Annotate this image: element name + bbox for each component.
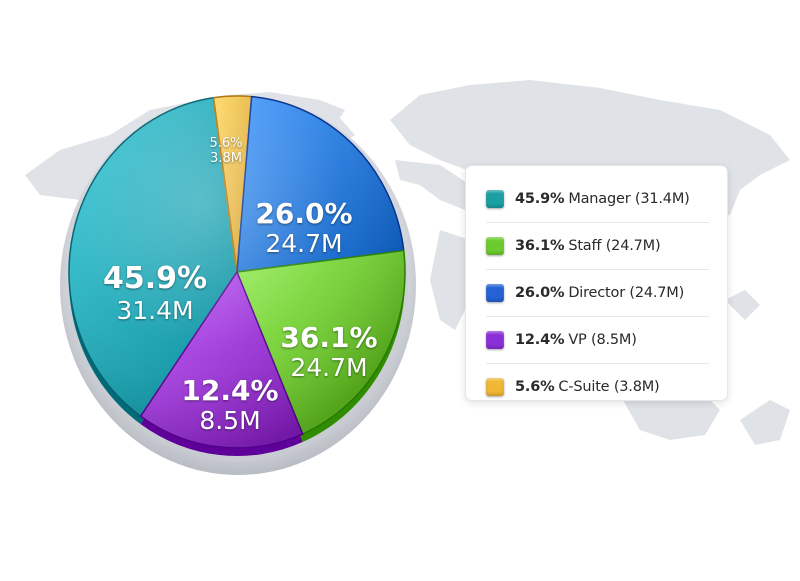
legend-item-director: 26.0% Director (24.7M): [486, 270, 709, 317]
slice-percent: 12.4%: [181, 374, 279, 407]
chart-legend: 45.9% Manager (31.4M) 36.1% Staff (24.7M…: [465, 165, 728, 401]
legend-swatch-c-suite: [486, 378, 504, 396]
slice-value: 24.7M: [265, 229, 343, 259]
slice-percent: 45.9%: [102, 261, 208, 296]
slice-label-c-suite: 5.6% 3.8M: [166, 136, 286, 167]
slice-value: 8.5M: [199, 406, 261, 436]
slice-percent: 26.0%: [255, 197, 353, 230]
slice-label-staff: 36.1% 24.7M: [269, 321, 389, 383]
legend-swatch-director: [486, 284, 504, 302]
legend-label: C-Suite (3.8M): [558, 379, 660, 395]
legend-label: Manager (31.4M): [568, 191, 690, 207]
slice-label-vp: 12.4% 8.5M: [170, 374, 290, 436]
legend-percent: 36.1%: [515, 238, 565, 254]
legend-percent: 12.4%: [515, 332, 565, 348]
legend-percent: 45.9%: [515, 191, 565, 207]
slice-label-director: 26.0% 24.7M: [244, 197, 364, 259]
legend-label: Director (24.7M): [568, 285, 685, 301]
legend-swatch-manager: [486, 190, 504, 208]
legend-percent: 5.6%: [515, 379, 555, 395]
slice-percent: 36.1%: [280, 321, 378, 354]
slice-value: 3.8M: [210, 150, 242, 166]
slice-value: 31.4M: [116, 295, 194, 325]
legend-item-manager: 45.9% Manager (31.4M): [486, 176, 709, 223]
legend-swatch-staff: [486, 237, 504, 255]
legend-label: VP (8.5M): [568, 332, 637, 348]
legend-percent: 26.0%: [515, 285, 565, 301]
legend-item-vp: 12.4% VP (8.5M): [486, 317, 709, 364]
slice-value: 24.7M: [290, 353, 368, 383]
slice-label-manager: 45.9% 31.4M: [95, 261, 215, 325]
legend-swatch-vp: [486, 331, 504, 349]
legend-item-c-suite: 5.6% C-Suite (3.8M): [486, 364, 709, 410]
slice-percent: 5.6%: [209, 136, 243, 151]
legend-label: Staff (24.7M): [568, 238, 661, 254]
legend-item-staff: 36.1% Staff (24.7M): [486, 223, 709, 270]
